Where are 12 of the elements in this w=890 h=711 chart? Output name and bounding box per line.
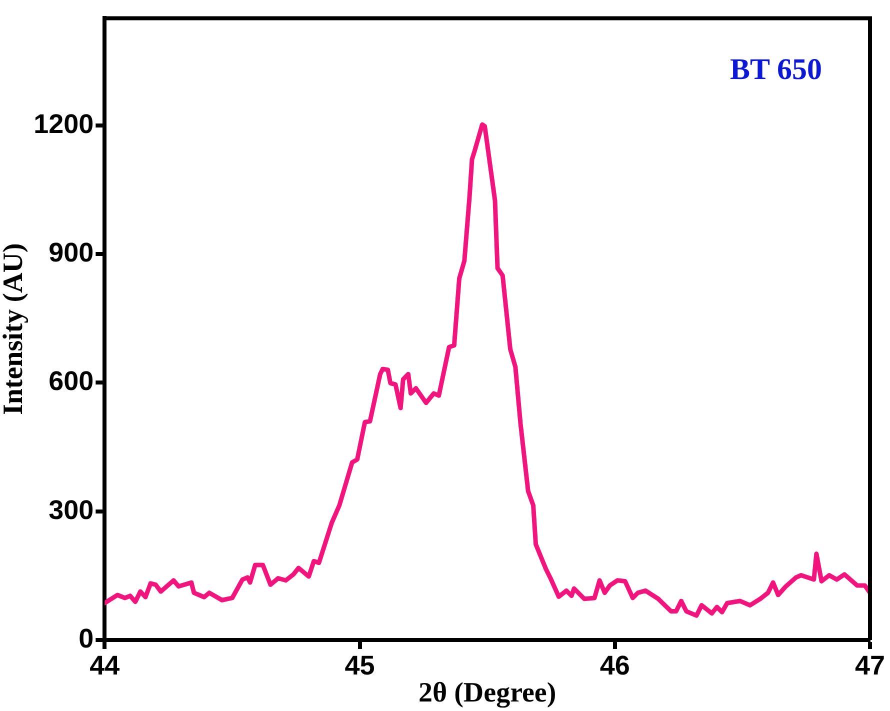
x-tick-label: 45 (344, 650, 375, 681)
x-tick-label: 44 (90, 650, 120, 681)
annotation: BT 650 (730, 52, 822, 86)
x-axis-title: 2θ (Degree) (418, 677, 556, 708)
x-tick-label: 47 (854, 650, 886, 681)
y-tick-label: 1200 (34, 108, 94, 139)
y-axis-title: Intensity (AU) (0, 243, 30, 416)
y-tick-label: 300 (48, 494, 94, 525)
y-tick-label: 600 (48, 366, 94, 396)
x-tick-label: 46 (600, 650, 630, 681)
y-tick-label: 0 (78, 623, 94, 654)
y-tick-label: 900 (48, 238, 94, 268)
